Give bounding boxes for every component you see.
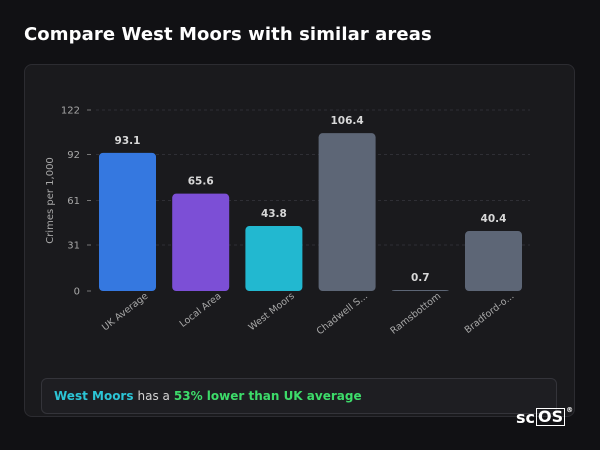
- category-label: Ramsbottom: [388, 291, 443, 337]
- y-tick-label: 61: [67, 196, 80, 207]
- bar: [318, 133, 376, 291]
- page-title: Compare West Moors with similar areas: [24, 24, 432, 45]
- y-axis-label: Crimes per 1,000: [45, 157, 56, 244]
- summary-comparison: 53% lower than UK average: [173, 389, 362, 403]
- bar-value-label: 40.4: [481, 213, 507, 225]
- y-tick-label: 0: [74, 287, 80, 298]
- category-label: West Moors: [247, 291, 297, 334]
- category-label: Local Area: [178, 291, 224, 330]
- bar-value-label: 106.4: [330, 115, 363, 127]
- bar-value-label: 65.6: [188, 176, 214, 188]
- bar-value-label: 43.8: [261, 208, 287, 220]
- summary-area-name: West Moors: [54, 389, 134, 403]
- y-tick-label: 92: [67, 150, 80, 161]
- category-label: Bradford-o...: [463, 291, 517, 336]
- logo-text-boxed: OS: [536, 407, 566, 426]
- bar: [245, 226, 303, 291]
- brand-logo: sc OS ®: [516, 406, 574, 427]
- logo-registered-mark: ®: [566, 406, 574, 414]
- y-tick-label: 122: [61, 106, 80, 117]
- category-label: Chadwell S...: [315, 291, 370, 338]
- logo-text-plain: sc: [516, 408, 536, 427]
- bar: [391, 289, 449, 291]
- bar: [465, 231, 522, 291]
- bar: [172, 193, 230, 291]
- category-label: UK Average: [100, 291, 150, 334]
- bar-value-label: 0.7: [411, 272, 430, 284]
- y-tick-label: 31: [67, 241, 80, 252]
- summary-middle-text: has a: [137, 389, 170, 403]
- bar: [99, 152, 156, 291]
- comparison-summary: West Moors has a 53% lower than UK avera…: [41, 378, 557, 414]
- bar-value-label: 93.1: [115, 135, 141, 147]
